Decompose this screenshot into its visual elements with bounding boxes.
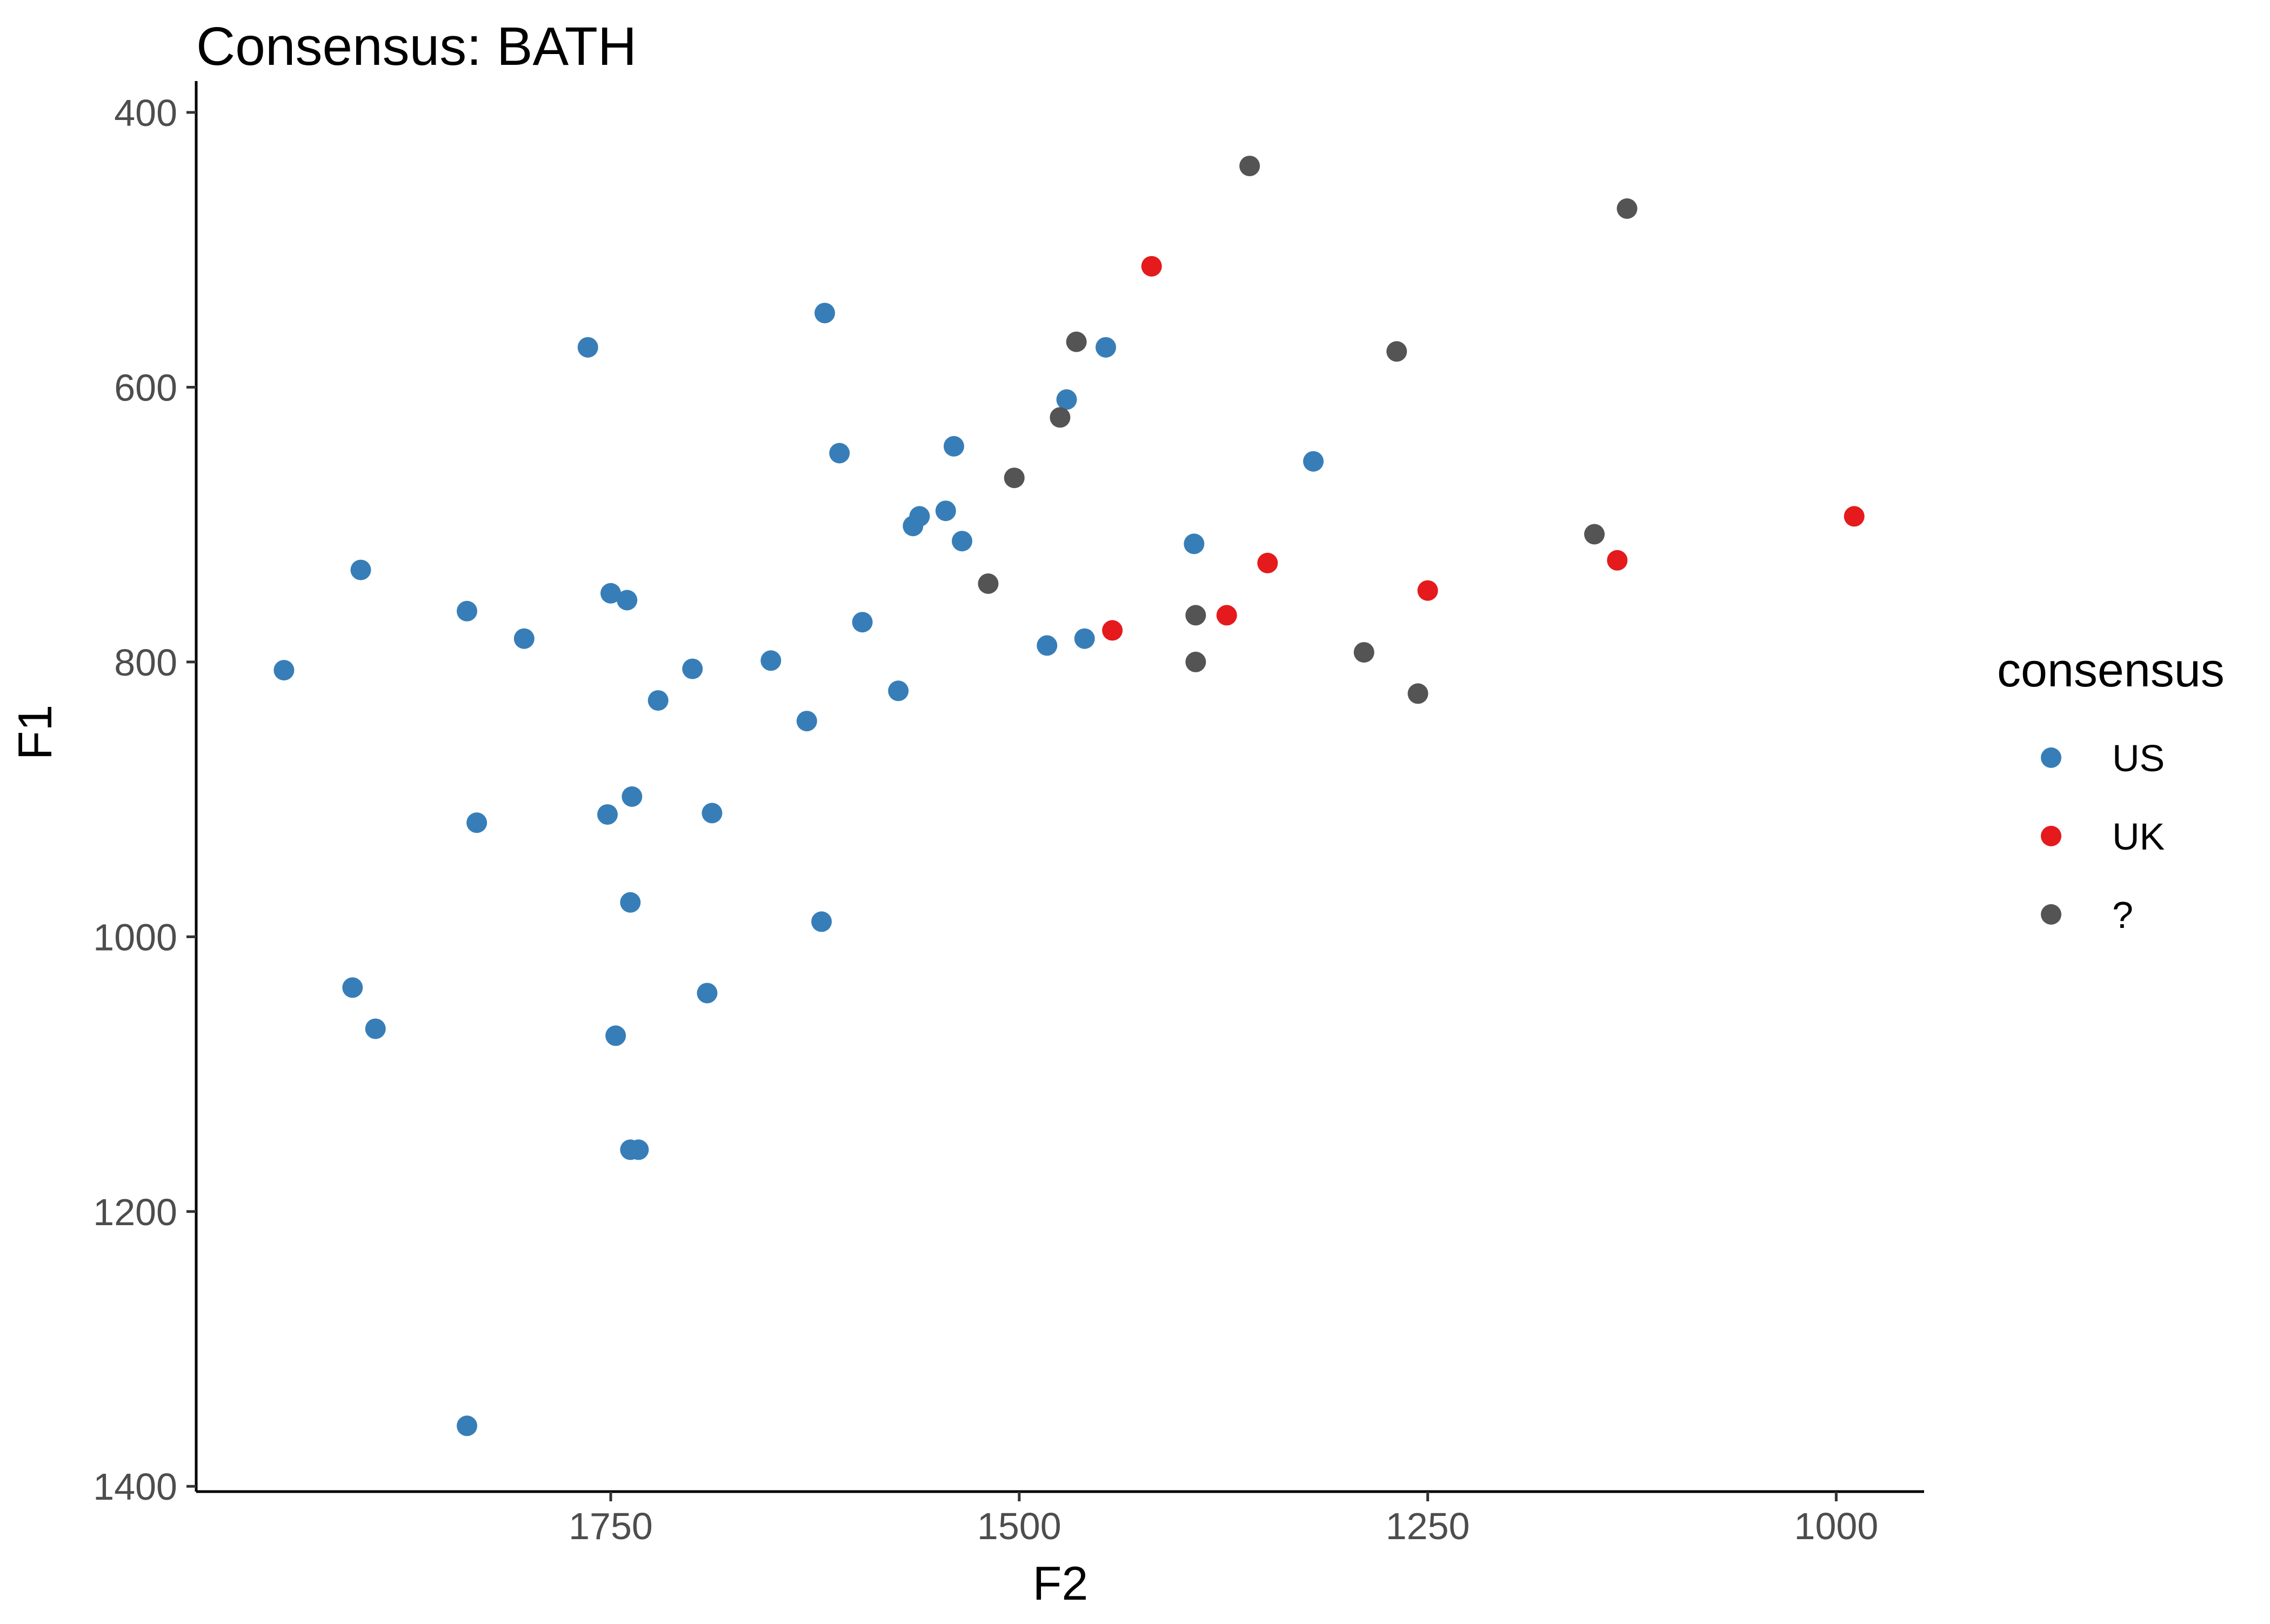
data-point-uk	[1102, 620, 1123, 641]
data-point-us	[457, 1415, 477, 1436]
data-point-us	[702, 803, 723, 824]
legend-label-us: US	[2112, 737, 2165, 779]
data-point-us	[365, 1018, 386, 1039]
data-point-us	[829, 443, 850, 464]
data-point-unknown	[978, 573, 999, 594]
data-point-us	[811, 911, 832, 932]
data-point-us	[620, 892, 641, 913]
data-point-us	[597, 804, 618, 825]
data-point-us	[1074, 628, 1095, 649]
data-point-unknown	[1004, 467, 1025, 489]
y-tick-label: 1000	[93, 916, 177, 958]
data-point-us	[814, 303, 835, 324]
data-point-us	[273, 660, 295, 681]
x-axis-title: F2	[1033, 1556, 1089, 1610]
data-point-us	[466, 812, 488, 833]
data-point-uk	[1216, 605, 1237, 626]
data-point-uk	[1607, 550, 1628, 571]
legend: consensus US UK?	[1997, 643, 2225, 936]
data-point-us	[682, 658, 703, 679]
data-point-us	[577, 337, 598, 358]
data-point-unknown	[1617, 198, 1638, 219]
data-point-us	[888, 680, 909, 701]
data-point-unknown	[1066, 331, 1087, 352]
data-point-us	[796, 711, 817, 732]
y-tick-label: 800	[114, 641, 177, 684]
data-point-us	[760, 650, 782, 671]
axes: 400 600 800 1000 1200 1400 1750 1500 1250 1000	[93, 81, 1924, 1547]
x-tick-label: 1500	[977, 1505, 1061, 1547]
y-axis-title: F1	[8, 705, 62, 760]
data-point-us	[647, 690, 669, 711]
legend-key-unknown	[2041, 904, 2061, 925]
data-point-unknown	[1353, 642, 1374, 663]
data-point-us	[605, 1025, 626, 1046]
data-point-us	[342, 977, 363, 998]
data-point-us	[617, 590, 638, 611]
data-point-us	[1037, 635, 1058, 656]
data-point-us	[852, 612, 873, 633]
y-tick-label: 1400	[93, 1466, 177, 1508]
data-point-uk	[1844, 506, 1865, 527]
data-point-uk	[1257, 552, 1278, 573]
data-point-us	[697, 983, 718, 1004]
legend-label-unknown: ?	[2112, 894, 2133, 936]
data-point-us	[628, 1139, 649, 1160]
data-point-unknown	[1050, 407, 1071, 428]
data-point-us	[622, 786, 643, 807]
y-tick-label: 1200	[93, 1191, 177, 1233]
data-point-unknown	[1185, 605, 1206, 626]
data-point-uk	[1141, 256, 1162, 277]
data-point-us	[457, 600, 477, 621]
data-point-unknown	[1239, 156, 1260, 177]
data-point-unknown	[1386, 341, 1407, 362]
chart-title: Consensus: BATH	[196, 16, 637, 77]
data-point-us	[952, 531, 972, 552]
data-point-us	[513, 628, 535, 649]
y-tick-label: 600	[114, 366, 177, 409]
data-point-us	[903, 516, 924, 537]
legend-title: consensus	[1997, 643, 2225, 697]
data-point-us	[935, 500, 956, 522]
x-tick-label: 1000	[1794, 1505, 1879, 1547]
data-points	[273, 156, 1865, 1436]
legend-label-uk: UK	[2112, 816, 2165, 858]
data-point-unknown	[1185, 651, 1206, 672]
data-point-us	[600, 583, 621, 604]
data-point-us	[1056, 389, 1077, 410]
x-tick-label: 1750	[569, 1505, 653, 1547]
legend-key-uk	[2041, 826, 2061, 846]
data-point-us	[1303, 451, 1324, 472]
x-tick-label: 1250	[1386, 1505, 1470, 1547]
data-point-us	[1096, 337, 1116, 358]
y-tick-label: 400	[114, 92, 177, 134]
data-point-unknown	[1407, 683, 1428, 704]
data-point-uk	[1417, 580, 1438, 601]
data-point-us	[350, 559, 371, 580]
data-point-us	[943, 436, 964, 457]
data-point-us	[1184, 533, 1205, 554]
data-point-unknown	[1584, 524, 1605, 545]
legend-key-us	[2041, 747, 2061, 768]
